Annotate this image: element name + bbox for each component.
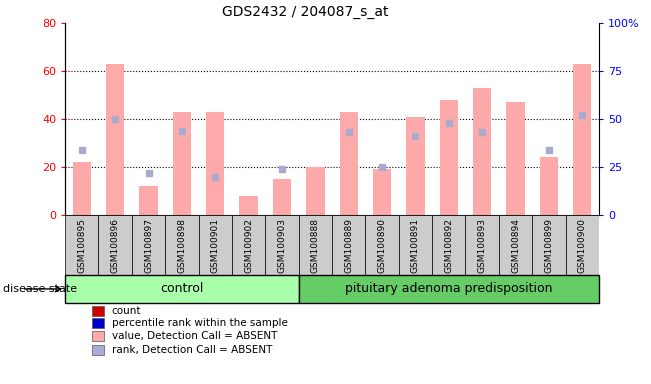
Bar	[273, 179, 291, 215]
Bar	[92, 344, 104, 354]
Text: GSM100890: GSM100890	[378, 218, 387, 273]
Bar	[92, 331, 104, 341]
Bar	[92, 306, 104, 316]
Text: rank, Detection Call = ABSENT: rank, Detection Call = ABSENT	[111, 344, 272, 354]
Bar	[65, 275, 299, 303]
Text: GSM100893: GSM100893	[478, 218, 487, 273]
Text: GSM100902: GSM100902	[244, 218, 253, 273]
Text: value, Detection Call = ABSENT: value, Detection Call = ABSENT	[111, 331, 277, 341]
Text: GSM100903: GSM100903	[277, 218, 286, 273]
Bar	[240, 196, 258, 215]
Bar	[165, 215, 199, 275]
Bar	[533, 215, 566, 275]
Bar	[399, 215, 432, 275]
Text: GSM100901: GSM100901	[211, 218, 220, 273]
Bar	[65, 215, 98, 275]
Bar	[206, 112, 225, 215]
Bar	[506, 102, 525, 215]
Bar	[332, 215, 365, 275]
Bar	[299, 215, 332, 275]
Text: GSM100894: GSM100894	[511, 218, 520, 273]
Text: GSM100899: GSM100899	[544, 218, 553, 273]
Bar	[73, 162, 91, 215]
Text: disease state: disease state	[3, 284, 77, 294]
Bar	[465, 215, 499, 275]
Bar	[573, 64, 591, 215]
Bar	[432, 215, 465, 275]
Bar	[473, 88, 492, 215]
Text: GSM100900: GSM100900	[577, 218, 587, 273]
Bar	[499, 215, 533, 275]
Bar	[306, 167, 324, 215]
Bar	[266, 215, 299, 275]
Bar	[232, 215, 266, 275]
Bar	[373, 169, 391, 215]
Bar	[540, 157, 558, 215]
Text: control: control	[160, 283, 204, 295]
Bar	[566, 215, 599, 275]
Text: GSM100895: GSM100895	[77, 218, 87, 273]
Bar	[199, 215, 232, 275]
Text: pituitary adenoma predisposition: pituitary adenoma predisposition	[345, 283, 553, 295]
Bar	[173, 112, 191, 215]
Bar	[139, 186, 158, 215]
Bar	[365, 215, 398, 275]
Text: GSM100888: GSM100888	[311, 218, 320, 273]
Bar	[340, 112, 358, 215]
Text: GSM100892: GSM100892	[444, 218, 453, 273]
Title: GDS2432 / 204087_s_at: GDS2432 / 204087_s_at	[222, 5, 389, 19]
Text: count: count	[111, 306, 141, 316]
Text: GSM100891: GSM100891	[411, 218, 420, 273]
Text: GSM100898: GSM100898	[177, 218, 186, 273]
Text: percentile rank within the sample: percentile rank within the sample	[111, 318, 288, 328]
Text: GSM100897: GSM100897	[144, 218, 153, 273]
Text: GSM100889: GSM100889	[344, 218, 353, 273]
Text: GSM100896: GSM100896	[111, 218, 120, 273]
Bar	[406, 117, 424, 215]
Bar	[98, 215, 132, 275]
Bar	[92, 318, 104, 328]
Bar	[439, 100, 458, 215]
Bar	[106, 64, 124, 215]
Bar	[299, 275, 599, 303]
Bar	[132, 215, 165, 275]
